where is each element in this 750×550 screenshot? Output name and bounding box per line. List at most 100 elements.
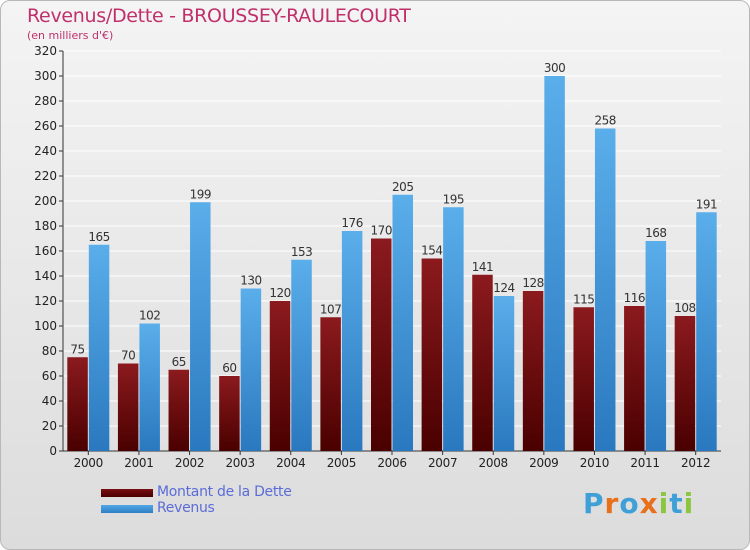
bar-revenus-2006 <box>392 194 413 451</box>
logo-letter: x <box>639 487 659 520</box>
y-tick-label: 80 <box>42 344 57 358</box>
bar-dette-2002 <box>168 369 190 451</box>
y-tick-label: 200 <box>34 194 57 208</box>
logo-letter: o <box>619 487 640 520</box>
bar-revenus-2005 <box>341 231 363 451</box>
data-label-dette-2010: 115 <box>573 292 594 306</box>
y-tick-label: 180 <box>34 219 57 233</box>
bar-revenus-2010 <box>594 128 616 451</box>
y-tick-label: 300 <box>34 69 57 83</box>
bar-revenus-2004 <box>291 259 312 451</box>
data-label-revenus-2012: 191 <box>696 197 717 211</box>
bar-revenus-2000 <box>88 244 110 451</box>
bar-dette-2012 <box>674 316 696 451</box>
data-label-dette-2005: 107 <box>320 302 341 316</box>
y-tick-label: 120 <box>34 294 57 308</box>
y-tick-labels: 0 20 40 60 80 100 120 140 160 180 200 220 240 260 280 3… <box>34 44 57 458</box>
data-label-dette-2009: 128 <box>522 276 543 290</box>
x-tick-label-2010: 2010 <box>580 456 609 470</box>
data-label-dette-2003: 60 <box>222 361 236 375</box>
bar-dette-2010 <box>573 307 594 451</box>
logo-letter: t <box>669 487 684 520</box>
data-label-dette-2002: 65 <box>172 355 186 369</box>
legend-label-dette: Montant de la Dette <box>157 484 292 500</box>
y-tick-label: 100 <box>34 319 57 333</box>
bar-dette-2011 <box>624 306 645 451</box>
chart-subtitle: (en milliers d'€) <box>27 29 114 42</box>
x-tick-label-2006: 2006 <box>377 456 406 470</box>
chart-title: Revenus/Dette - BROUSSEY-RAULECOURT <box>27 5 411 27</box>
y-tick-label: 260 <box>34 119 57 133</box>
y-tick-label: 320 <box>34 44 57 58</box>
data-label-revenus-2007: 195 <box>443 192 464 206</box>
y-tick-label: 60 <box>42 369 57 383</box>
logo-letter: i <box>683 487 695 520</box>
bar-revenus-2008 <box>493 296 515 451</box>
legend-label-revenus: Revenus <box>157 500 215 516</box>
data-label-dette-2011: 116 <box>624 291 645 305</box>
x-tick-label-2004: 2004 <box>276 456 305 470</box>
logo-letter: r <box>604 487 620 520</box>
bar-dette-2007 <box>421 258 443 451</box>
data-label-revenus-2005: 176 <box>341 216 362 230</box>
legend-swatch-dette <box>101 489 153 497</box>
x-tick-label-2009: 2009 <box>529 456 558 470</box>
data-label-revenus-2010: 258 <box>595 114 616 128</box>
data-label-dette-2000: 75 <box>70 342 84 356</box>
bar-dette-2008 <box>472 274 493 451</box>
x-tick-label-2003: 2003 <box>225 456 254 470</box>
data-label-dette-2001: 70 <box>121 349 135 363</box>
bar-dette-2003 <box>219 376 240 451</box>
y-tick-label: 220 <box>34 169 57 183</box>
x-tick-label-2008: 2008 <box>479 456 508 470</box>
data-label-dette-2006: 170 <box>371 224 392 238</box>
data-label-dette-2012: 108 <box>674 301 695 315</box>
y-tick-label: 140 <box>34 269 57 283</box>
data-label-revenus-2011: 168 <box>645 226 666 240</box>
bar-dette-2004 <box>269 301 291 451</box>
bar-dette-2005 <box>320 317 341 451</box>
bar-dette-2006 <box>371 238 392 451</box>
logo-letter: P <box>583 487 605 520</box>
x-tick-labels: 2000 2001 2002 2003 2004 2005 2006 2007 2008 2009… <box>74 456 711 470</box>
bar-revenus-2001 <box>139 323 160 451</box>
data-label-dette-2007: 154 <box>421 244 442 258</box>
data-label-dette-2004: 120 <box>269 286 290 300</box>
y-tick-label: 280 <box>34 94 57 108</box>
y-tick-label: 0 <box>49 444 57 458</box>
data-label-revenus-2000: 165 <box>88 230 109 244</box>
bar-dette-2001 <box>117 363 139 451</box>
bar-revenus-2003 <box>240 288 262 451</box>
bar-revenus-2012 <box>696 212 717 451</box>
y-tick-label: 160 <box>34 244 57 258</box>
y-tick-label: 20 <box>42 419 57 433</box>
x-tick-label-2007: 2007 <box>428 456 457 470</box>
y-tick-label: 40 <box>42 394 57 408</box>
y-tick-label: 240 <box>34 144 57 158</box>
bar-revenus-2009 <box>544 76 565 451</box>
data-label-revenus-2006: 205 <box>392 180 413 194</box>
data-label-dette-2008: 141 <box>472 260 493 274</box>
x-tick-label-2012: 2012 <box>681 456 710 470</box>
bar-revenus-2011 <box>645 241 667 451</box>
grid-lines <box>63 50 721 427</box>
data-label-revenus-2001: 102 <box>139 309 160 323</box>
data-label-revenus-2008: 124 <box>493 281 514 295</box>
x-tick-label-2005: 2005 <box>327 456 356 470</box>
x-tick-label-2002: 2002 <box>175 456 204 470</box>
bars <box>67 76 717 451</box>
x-tick-label-2011: 2011 <box>630 456 659 470</box>
data-label-revenus-2004: 153 <box>291 245 312 259</box>
proxiti-logo: Proxiti <box>583 487 694 520</box>
data-label-revenus-2002: 199 <box>190 187 211 201</box>
bar-dette-2009 <box>522 291 544 451</box>
bar-revenus-2007 <box>443 207 464 451</box>
bar-dette-2000 <box>67 357 88 451</box>
legend-swatch-revenus <box>101 505 153 513</box>
x-tick-label-2001: 2001 <box>124 456 153 470</box>
bar-revenus-2002 <box>190 202 211 451</box>
data-labels: 75 165 70 102 65 199 60 130 120 153 107 176 170 205 15… <box>70 61 717 375</box>
data-label-revenus-2003: 130 <box>240 274 261 288</box>
